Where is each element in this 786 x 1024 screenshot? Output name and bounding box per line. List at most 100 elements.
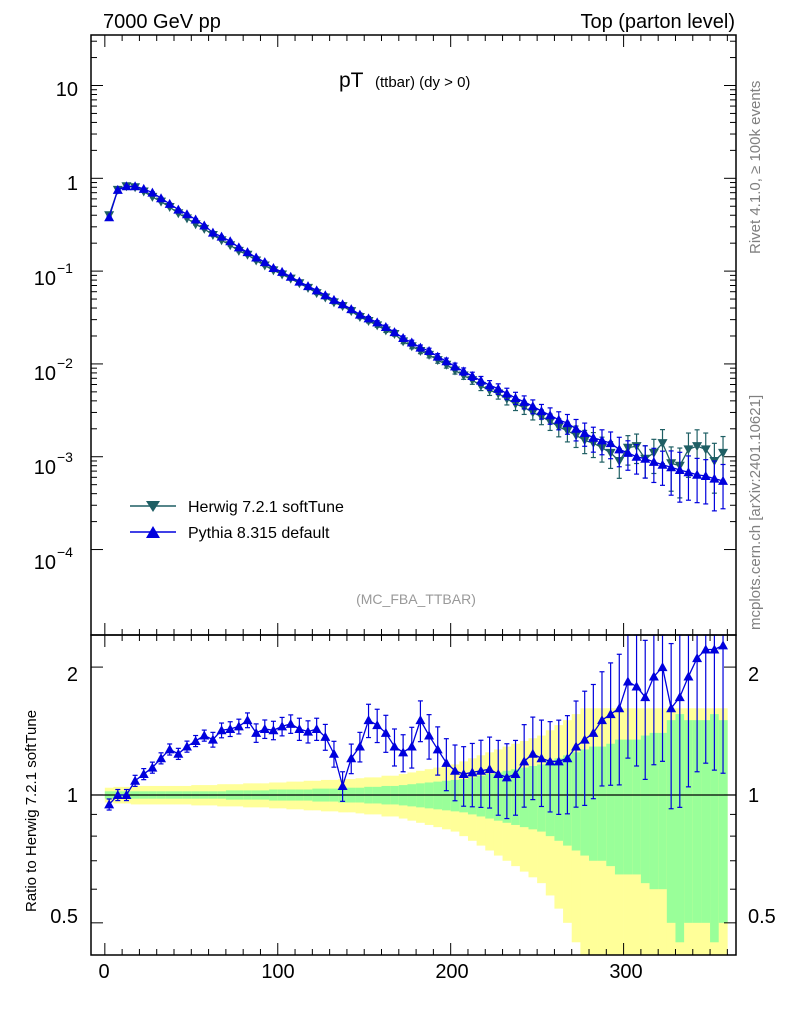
pythia-point [225,236,236,246]
ratio-ytick-label-2: 2 [67,664,78,686]
ratio-point [199,730,210,740]
ratio-ytick-label-1-right: 1 [748,785,759,807]
band-inner [640,735,650,884]
ratio-point [251,727,262,737]
plot-title: pT (ttbar) (dy > 0) [339,69,470,92]
ratio-point [233,721,244,731]
herwig-point [718,448,729,458]
pythia-point [648,456,659,466]
pythia-point [562,418,573,428]
ratio-series-pythia [104,634,729,820]
pythia-point [467,371,478,381]
xtick-label-200: 200 [435,961,468,983]
pythia-point [571,423,582,433]
pythia-point [674,464,685,474]
ratio-point [631,681,642,691]
legend: Herwig 7.2.1 softTune Pythia 8.315 defau… [130,499,344,542]
band-inner [649,732,659,890]
ratio-point [285,718,296,728]
pythia-point [484,380,495,390]
ratio-point [614,703,625,713]
ratio-series-layer [104,634,729,820]
ratio-point [441,757,452,767]
herwig-point [692,442,703,452]
pythia-point [666,462,677,472]
analysis-tag: (MC_FBA_TTBAR) [356,591,476,607]
ratio-point [683,671,694,681]
pythia-point [199,220,210,230]
xtick-label-300: 300 [609,961,642,983]
ratio-panel: 2 1 0.5 2 1 0.5 0 100 200 300 Ratio to H… [23,634,776,983]
pythia-point [320,290,331,300]
pythia-point [424,345,435,355]
pythia-point [415,342,426,352]
ratio-point [130,775,141,785]
ratio-ytick-label-0.5: 0.5 [50,906,78,928]
ratio-point [648,671,659,681]
ratio-point [605,709,616,719]
ratio-uncertainty-bands [104,708,728,955]
ratio-point [415,715,426,725]
main-axis-ticks [91,35,736,635]
ratio-point [692,653,703,663]
pythia-point [104,212,115,222]
ytick-label-1e-1: 10 −1 [34,260,73,290]
pythia-point [164,198,175,208]
ratio-ytick-label-1: 1 [67,785,78,807]
pythia-point [450,361,461,371]
pythia-point [692,469,703,479]
ratio-point [657,662,668,672]
band-inner [684,720,694,923]
pythia-point [596,435,607,445]
ratio-point [225,723,236,733]
herwig-point [657,439,668,449]
ratio-point [398,747,409,757]
ratio-point [674,692,685,702]
pythia-point [181,209,192,219]
main-ytick-labels: 10 1 10 −1 10 −2 10 −3 10 −4 [34,79,78,574]
band-inner [666,720,676,923]
pythia-point [519,396,530,406]
pythia-point [268,263,279,273]
ratio-point [156,753,167,763]
pythia-point [112,184,123,194]
pythia-point [553,414,564,424]
pythia-point [545,410,556,420]
ratio-point [527,748,538,758]
ratio-point [640,692,651,702]
pythia-point [285,271,296,281]
ratio-ytick-label-2-right: 2 [748,664,759,686]
band-inner [606,743,616,867]
pythia-point [354,309,365,319]
legend-label-herwig: Herwig 7.2.1 softTune [188,499,344,516]
ratio-point [545,756,556,766]
series-pythia [104,181,729,512]
ratio-point [294,723,305,733]
header-level: Top (parton level) [580,11,735,33]
pythia-point [303,281,314,291]
pythia-point [458,366,469,376]
svg-text:10: 10 [34,457,56,479]
band-inner [623,739,633,875]
pythia-point [389,327,400,337]
pythia-point [536,406,547,416]
ratio-point [571,741,582,751]
ratio-point [164,744,175,754]
ratio-point [389,741,400,751]
main-series-layer [104,181,729,512]
series-herwig [104,182,729,499]
pythia-point [501,388,512,398]
pythia-point [718,475,729,485]
pythia-point [337,299,348,309]
header-energy: 7000 GeV pp [103,11,221,33]
band-inner [701,720,711,923]
ytick-label-1e-2: 10 −2 [34,355,73,385]
ratio-point [346,753,357,763]
ratio-point [138,769,149,779]
herwig-point [700,445,711,455]
mcplots-source-label: mcplots.cern.ch [arXiv:2401.10621] [747,395,764,630]
ytick-label-1: 1 [67,173,78,195]
pythia-point [605,438,616,448]
ratio-point [493,769,504,779]
band-inner [658,732,668,890]
